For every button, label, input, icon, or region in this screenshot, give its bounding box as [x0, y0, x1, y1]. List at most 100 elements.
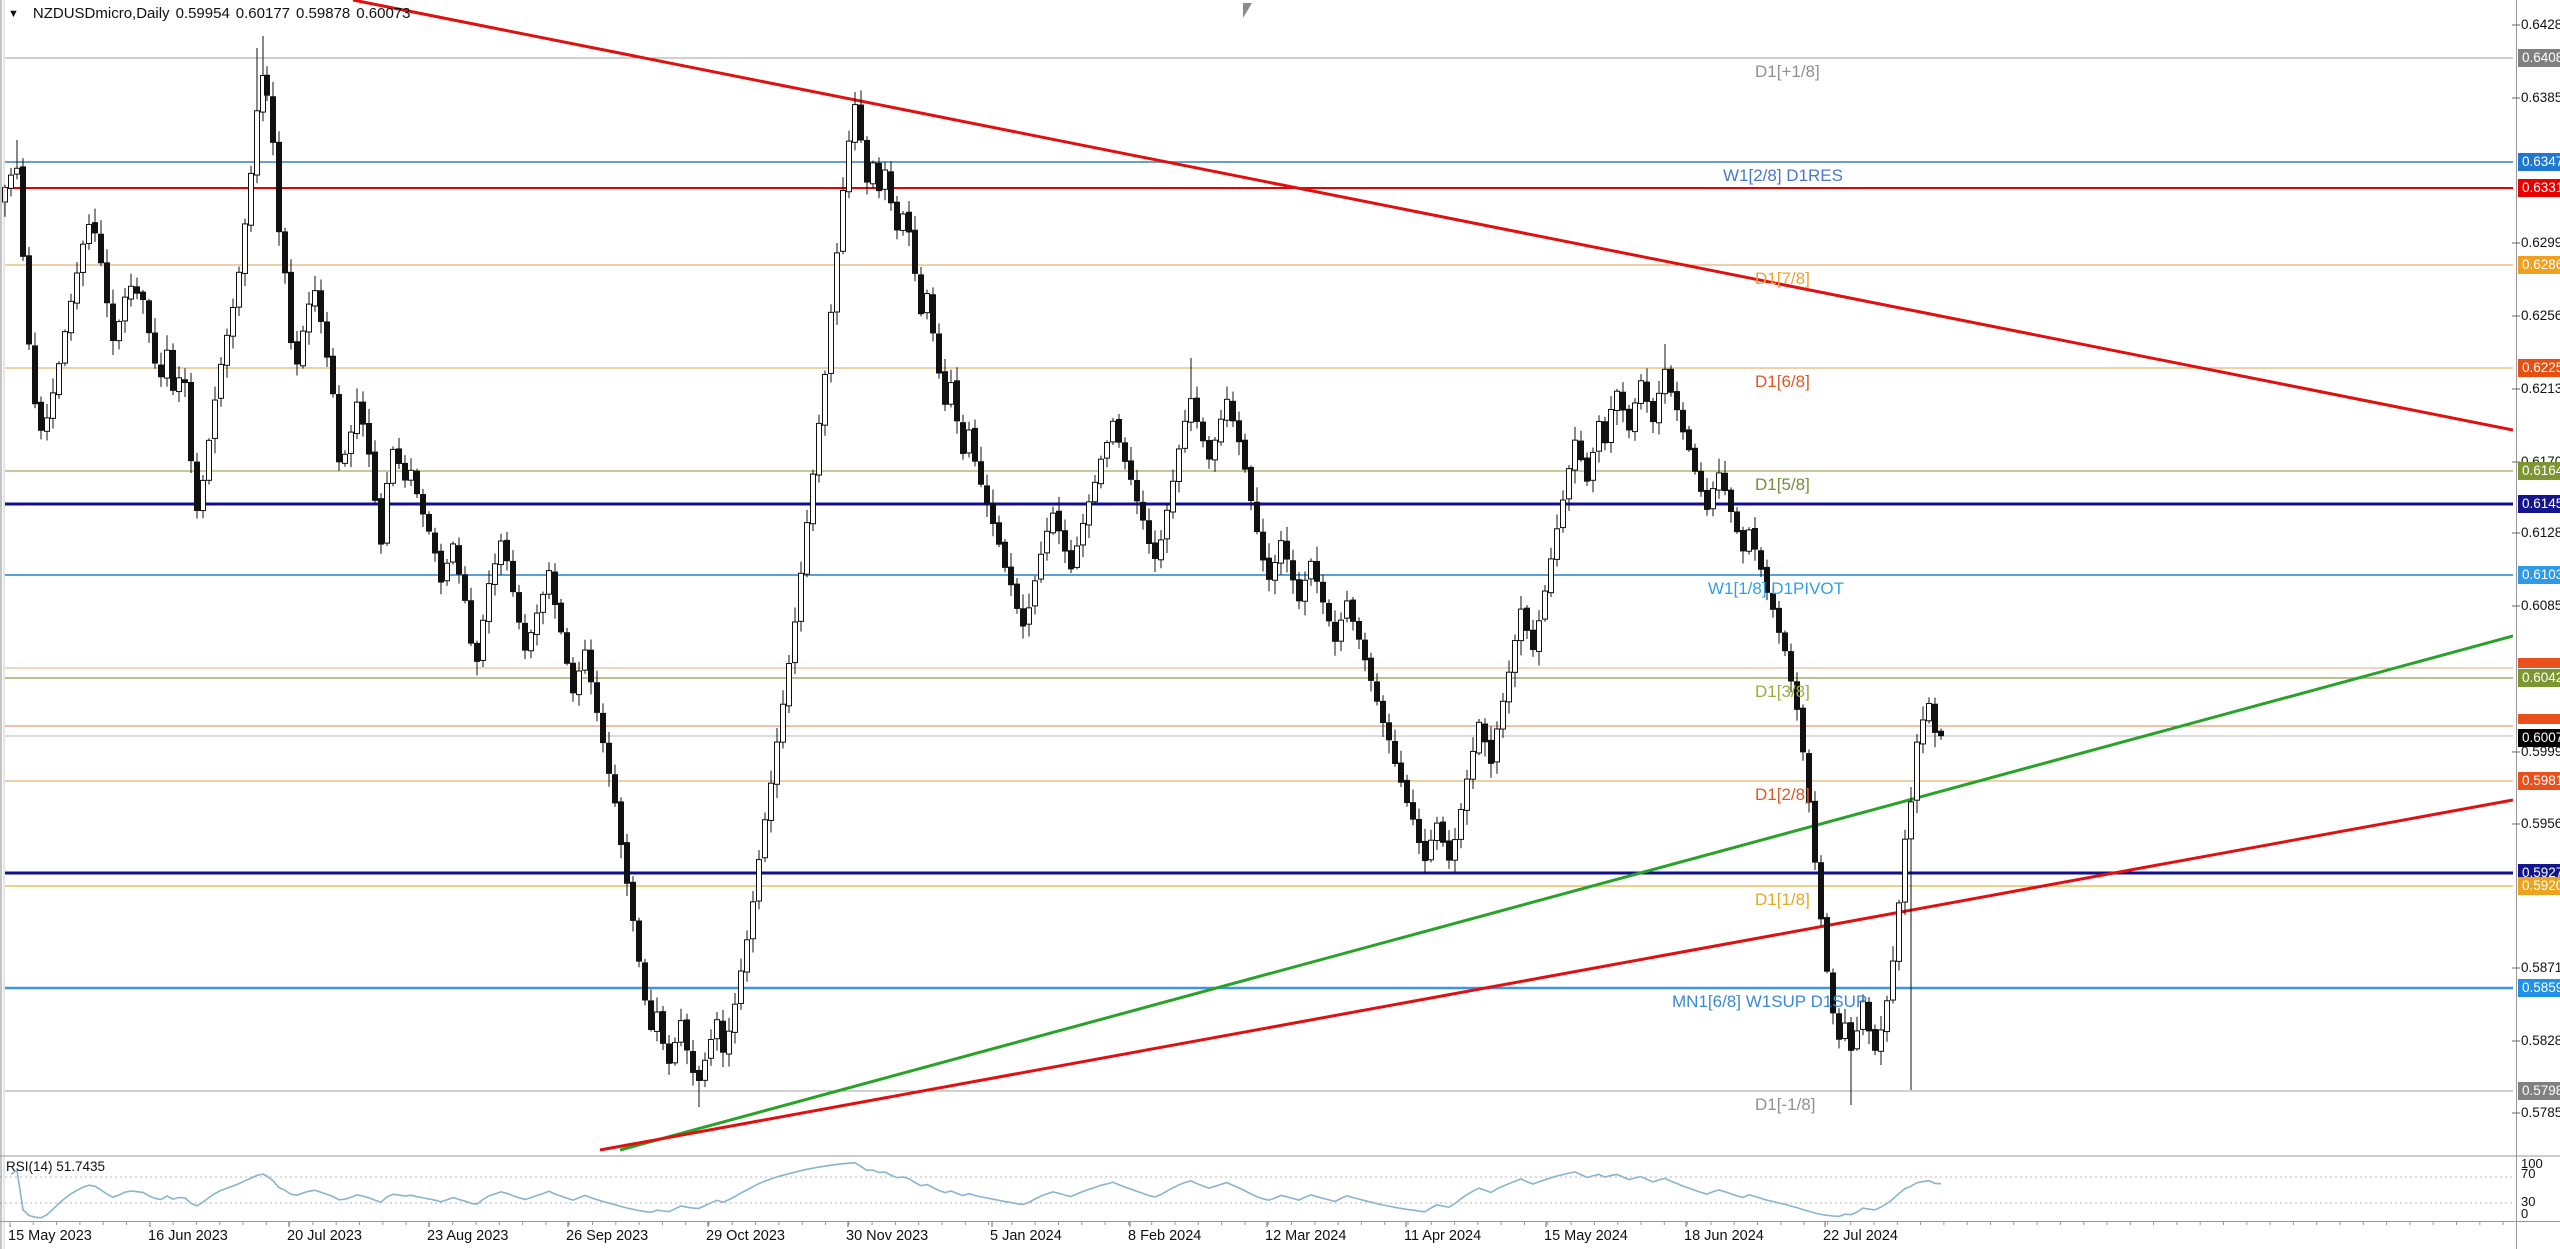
- candle-body[interactable]: [1554, 528, 1560, 560]
- candle-body[interactable]: [1638, 380, 1644, 404]
- candle-body[interactable]: [1788, 651, 1794, 682]
- candle-body[interactable]: [1692, 447, 1698, 472]
- candle-body[interactable]: [960, 422, 966, 454]
- candle-body[interactable]: [288, 271, 294, 344]
- candle-body[interactable]: [254, 110, 260, 176]
- candle-body[interactable]: [1380, 700, 1386, 724]
- candle-body[interactable]: [1050, 512, 1056, 534]
- candle-body[interactable]: [576, 670, 582, 696]
- candle-body[interactable]: [38, 401, 44, 431]
- trendline-descending-resistance[interactable]: [352, 0, 2513, 432]
- candle-body[interactable]: [1416, 819, 1422, 844]
- candle-body[interactable]: [1152, 542, 1158, 560]
- candle-body[interactable]: [702, 1059, 708, 1081]
- candle-body[interactable]: [1674, 391, 1680, 411]
- candle-body[interactable]: [1026, 607, 1032, 625]
- candle-body[interactable]: [1344, 600, 1350, 619]
- candle-body[interactable]: [1056, 510, 1062, 532]
- candle-body[interactable]: [1170, 480, 1176, 513]
- candle-body[interactable]: [1272, 561, 1278, 581]
- candle-body[interactable]: [1374, 681, 1380, 702]
- candle-body[interactable]: [360, 401, 366, 425]
- candle-body[interactable]: [870, 162, 876, 185]
- candle-body[interactable]: [1794, 681, 1800, 710]
- candle-body[interactable]: [606, 742, 612, 774]
- candle-body[interactable]: [1614, 390, 1620, 411]
- candle-body[interactable]: [1860, 1000, 1866, 1030]
- candle-body[interactable]: [1908, 801, 1914, 840]
- candle-body[interactable]: [1122, 442, 1128, 462]
- candle-body[interactable]: [1494, 728, 1500, 763]
- candle-body[interactable]: [1818, 862, 1824, 920]
- candle-body[interactable]: [282, 231, 288, 274]
- candle-body[interactable]: [1596, 421, 1602, 452]
- candle-body[interactable]: [1044, 530, 1050, 554]
- candle-body[interactable]: [336, 394, 342, 463]
- candle-body[interactable]: [1920, 719, 1926, 745]
- candle-body[interactable]: [918, 274, 924, 315]
- candle-body[interactable]: [68, 300, 74, 334]
- candle-body[interactable]: [1338, 619, 1344, 642]
- candle-body[interactable]: [396, 448, 402, 464]
- candle-body[interactable]: [624, 842, 630, 884]
- candle-body[interactable]: [690, 1051, 696, 1073]
- candle-body[interactable]: [372, 451, 378, 501]
- candle-body[interactable]: [1644, 381, 1650, 402]
- candle-body[interactable]: [972, 427, 978, 462]
- candle-body[interactable]: [8, 174, 14, 189]
- candle-body[interactable]: [1242, 439, 1248, 470]
- candle-body[interactable]: [924, 293, 930, 314]
- candle-body[interactable]: [582, 649, 588, 671]
- candle-body[interactable]: [1542, 590, 1548, 620]
- candle-body[interactable]: [528, 632, 534, 652]
- candle-body[interactable]: [510, 560, 516, 593]
- candle-body[interactable]: [462, 574, 468, 601]
- candle-body[interactable]: [1002, 541, 1008, 568]
- candle-body[interactable]: [1464, 778, 1470, 811]
- candle-body[interactable]: [1014, 583, 1020, 609]
- candle-body[interactable]: [50, 392, 56, 419]
- candle-body[interactable]: [128, 285, 134, 300]
- candle-body[interactable]: [1146, 520, 1152, 544]
- trendline-ascending-support-green[interactable]: [619, 634, 2513, 1152]
- candle-body[interactable]: [276, 141, 282, 233]
- candle-body[interactable]: [546, 570, 552, 595]
- candle-body[interactable]: [1116, 418, 1122, 443]
- candle-body[interactable]: [1356, 621, 1362, 640]
- candle-body[interactable]: [1158, 539, 1164, 561]
- candle-body[interactable]: [732, 1003, 738, 1033]
- candle-body[interactable]: [384, 482, 390, 544]
- candle-body[interactable]: [774, 741, 780, 785]
- candle-body[interactable]: [1710, 488, 1716, 510]
- candle-body[interactable]: [1842, 1022, 1848, 1039]
- candle-body[interactable]: [864, 140, 870, 183]
- candle-body[interactable]: [1074, 545, 1080, 568]
- candle-body[interactable]: [1398, 762, 1404, 783]
- candle-body[interactable]: [678, 1020, 684, 1043]
- candle-body[interactable]: [1650, 401, 1656, 423]
- candle-body[interactable]: [1866, 1001, 1872, 1032]
- candle-body[interactable]: [74, 272, 80, 304]
- candle-body[interactable]: [612, 774, 618, 804]
- candle-body[interactable]: [158, 364, 164, 378]
- candle-body[interactable]: [1482, 723, 1488, 743]
- candle-body[interactable]: [1932, 703, 1938, 733]
- candle-body[interactable]: [1512, 640, 1518, 673]
- candle-body[interactable]: [1314, 560, 1320, 582]
- candle-body[interactable]: [1332, 621, 1338, 642]
- candle-body[interactable]: [306, 303, 312, 333]
- candle-body[interactable]: [1518, 608, 1524, 642]
- candle-body[interactable]: [1020, 608, 1026, 627]
- candle-body[interactable]: [1206, 440, 1212, 460]
- candle-body[interactable]: [900, 213, 906, 231]
- candle-body[interactable]: [1668, 368, 1674, 393]
- candle-body[interactable]: [390, 448, 396, 484]
- candle-body[interactable]: [1902, 838, 1908, 903]
- candle-body[interactable]: [1830, 972, 1836, 1014]
- candle-body[interactable]: [438, 550, 444, 583]
- candle-body[interactable]: [828, 311, 834, 374]
- candle-body[interactable]: [1800, 707, 1806, 753]
- candle-body[interactable]: [354, 401, 360, 435]
- candle-body[interactable]: [146, 300, 152, 334]
